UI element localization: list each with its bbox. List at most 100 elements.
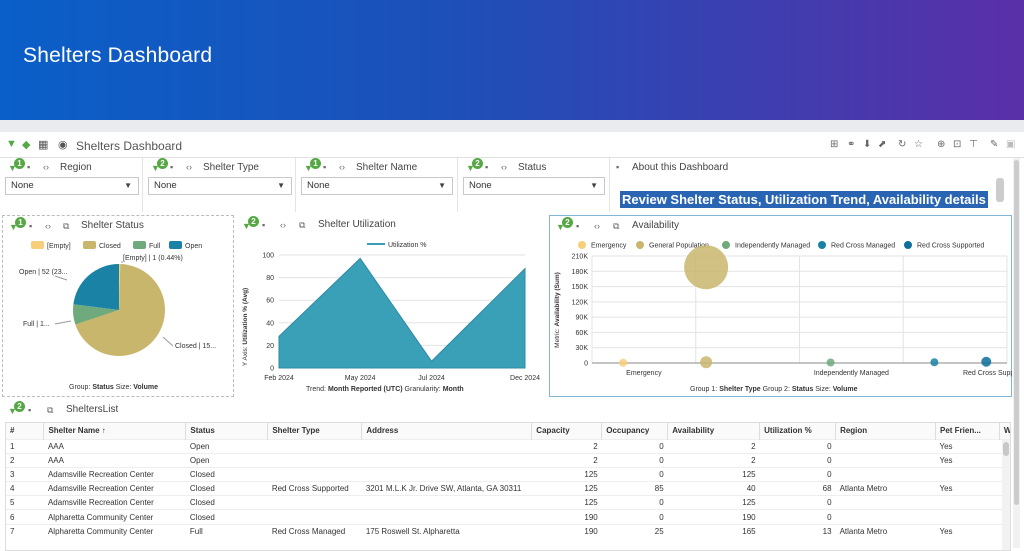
table-scrollbar[interactable]	[1002, 440, 1010, 550]
table-row[interactable]: 2 AAA Open 2 0 2 0 Yes	[6, 452, 1010, 468]
filter-icon[interactable]: ▼	[151, 163, 160, 173]
bubble-legend-label[interactable]: Independently Managed	[735, 243, 810, 250]
comment-icon[interactable]: ▪	[28, 405, 32, 415]
table-header-cell[interactable]: Status	[185, 423, 269, 439]
comment-icon[interactable]: ▪	[170, 162, 174, 172]
code-icon[interactable]: ‹›	[45, 221, 51, 231]
bubble-legend-label[interactable]: Red Cross Managed	[831, 243, 895, 250]
status-select[interactable]: None ▼	[463, 177, 605, 195]
external-link-icon[interactable]: ⬈	[878, 139, 887, 150]
filter-icon[interactable]: ▼	[8, 406, 17, 416]
shelter-type-select[interactable]: None ▼	[148, 177, 292, 195]
bubble-legend-label[interactable]: General Population	[649, 243, 709, 250]
table-row[interactable]: 6 Alpharetta Community Center Closed 190 0 19…	[6, 509, 1010, 525]
bubble-point[interactable]	[981, 356, 992, 367]
pie-legend-label[interactable]: [Empty]	[47, 243, 71, 250]
layout-icon[interactable]: ⊞	[830, 139, 839, 150]
dashboard-app: ▼ ◆ ▦ ◉ Shelters Dashboard ⊞ ⚭ ⬇ ⬈ ↻ ☆ ⊕…	[0, 132, 1024, 551]
table-icon[interactable]: ⧉	[47, 405, 54, 415]
add-icon[interactable]: ⊕	[937, 139, 946, 150]
pie-slice-empty[interactable]	[119, 264, 121, 310]
chart-type-icon[interactable]: ⧉	[299, 220, 306, 230]
pie-slice-full[interactable]	[73, 304, 119, 325]
filter-icon[interactable]: ▼	[304, 163, 313, 173]
eye-icon[interactable]: ◉	[58, 139, 68, 151]
comment-icon[interactable]: ▪	[262, 220, 266, 230]
table-header-cell[interactable]: Region	[835, 423, 936, 439]
filter-icon[interactable]: ▼	[556, 222, 565, 232]
filter-icon[interactable]: ▼	[9, 222, 18, 232]
comment-icon[interactable]: ▪	[616, 162, 620, 172]
bubble-legend-marker[interactable]	[904, 241, 912, 249]
add-widget-icon[interactable]: ⊡	[953, 139, 962, 150]
bubble-point[interactable]	[684, 245, 729, 290]
page-scrollbar-thumb[interactable]	[1014, 160, 1019, 505]
table-header-cell[interactable]: #	[6, 423, 45, 439]
about-scrollbar[interactable]	[996, 178, 1004, 202]
bubble-legend-label[interactable]: Emergency	[591, 243, 627, 250]
table-row[interactable]: 7 Alpharetta Community Center Full Red Cros…	[6, 523, 1010, 539]
table-row[interactable]: 3 Adamsville Recreation Center Closed 125 0 1…	[6, 466, 1010, 482]
pie-legend-swatch[interactable]	[169, 241, 182, 249]
bubble-legend-marker[interactable]	[578, 241, 586, 249]
table-header-cell[interactable]: Capacity	[531, 423, 603, 439]
bubble-point[interactable]	[930, 358, 939, 367]
edit-icon[interactable]: ✎	[990, 139, 999, 150]
comment-icon[interactable]: ▪	[27, 162, 31, 172]
comment-icon[interactable]: ▪	[323, 162, 327, 172]
table-scrollbar-thumb[interactable]	[1003, 442, 1009, 456]
bubble-legend-label[interactable]: Red Cross Supported	[917, 243, 984, 250]
pie-legend-label[interactable]: Full	[149, 243, 161, 250]
table-row[interactable]: 4 Adamsville Recreation Center Closed Red C…	[6, 481, 1010, 496]
pie-slice-closed[interactable]	[75, 264, 165, 356]
pie-legend-label[interactable]: Closed	[99, 243, 121, 250]
pie-legend-swatch[interactable]	[83, 241, 96, 249]
pie-legend-swatch[interactable]	[31, 241, 44, 249]
chart-type-icon[interactable]: ⧉	[613, 221, 620, 231]
region-select[interactable]: None ▼	[5, 177, 139, 195]
pie-legend-swatch[interactable]	[133, 241, 146, 249]
bubble-legend-marker[interactable]	[722, 241, 730, 249]
add-filter-icon[interactable]: ⊤	[969, 139, 978, 150]
tag-icon[interactable]: ◆	[22, 139, 31, 151]
bubble-point[interactable]	[700, 356, 713, 369]
code-icon[interactable]: ‹›	[594, 221, 600, 231]
star-icon[interactable]: ☆	[914, 139, 923, 150]
code-icon[interactable]: ‹›	[186, 162, 192, 172]
chart-type-icon[interactable]: ⧉	[63, 221, 70, 231]
comment-icon[interactable]: ▪	[576, 221, 580, 231]
bubble-legend-marker[interactable]	[818, 241, 826, 249]
code-icon[interactable]: ‹›	[339, 162, 345, 172]
pie-slice-open[interactable]	[73, 264, 119, 310]
code-icon[interactable]: ‹›	[501, 162, 507, 172]
table-header-cell[interactable]: Shelter Type	[267, 423, 363, 439]
table-header-cell[interactable]: Occupancy	[601, 423, 669, 439]
bubble-legend-marker[interactable]	[636, 241, 644, 249]
code-icon[interactable]: ‹›	[280, 220, 286, 230]
pie-legend-label[interactable]: Open	[185, 243, 202, 250]
filter-icon[interactable]: ▼	[466, 163, 475, 173]
grid-icon[interactable]: ▦	[38, 139, 49, 151]
filter-icon[interactable]: ▼	[242, 221, 251, 231]
save-icon[interactable]: ▣	[1006, 139, 1016, 150]
shelter-name-select[interactable]: None ▼	[301, 177, 453, 195]
table-header-cell[interactable]: Address	[361, 423, 533, 439]
table-header-cell[interactable]: Availability	[667, 423, 761, 439]
filter-icon[interactable]: ▼	[6, 138, 17, 150]
bubble-point[interactable]	[619, 358, 628, 367]
code-icon[interactable]: ‹›	[43, 162, 49, 172]
download-icon[interactable]: ⬇	[863, 139, 872, 150]
bubble-point[interactable]	[826, 358, 835, 367]
filter-icon[interactable]: ▼	[8, 163, 17, 173]
table-header-cell[interactable]: Pet Frien...	[935, 423, 1000, 439]
table-row[interactable]: 5 Adamsville Recreation Center Closed 125 0 1…	[6, 495, 1010, 510]
table-header-cell[interactable]: W	[999, 423, 1010, 439]
table-header-cell[interactable]: Utilization %	[759, 423, 837, 439]
comment-icon[interactable]: ▪	[485, 162, 489, 172]
page-scrollbar[interactable]	[1013, 158, 1020, 548]
table-row[interactable]: 1 AAA Open 2 0 2 0 Yes	[6, 438, 1010, 454]
comment-icon[interactable]: ▪	[29, 221, 33, 231]
refresh-icon[interactable]: ↻	[898, 139, 907, 150]
link-icon[interactable]: ⚭	[847, 139, 856, 150]
table-header-cell[interactable]: Shelter Name ↑	[43, 423, 187, 439]
